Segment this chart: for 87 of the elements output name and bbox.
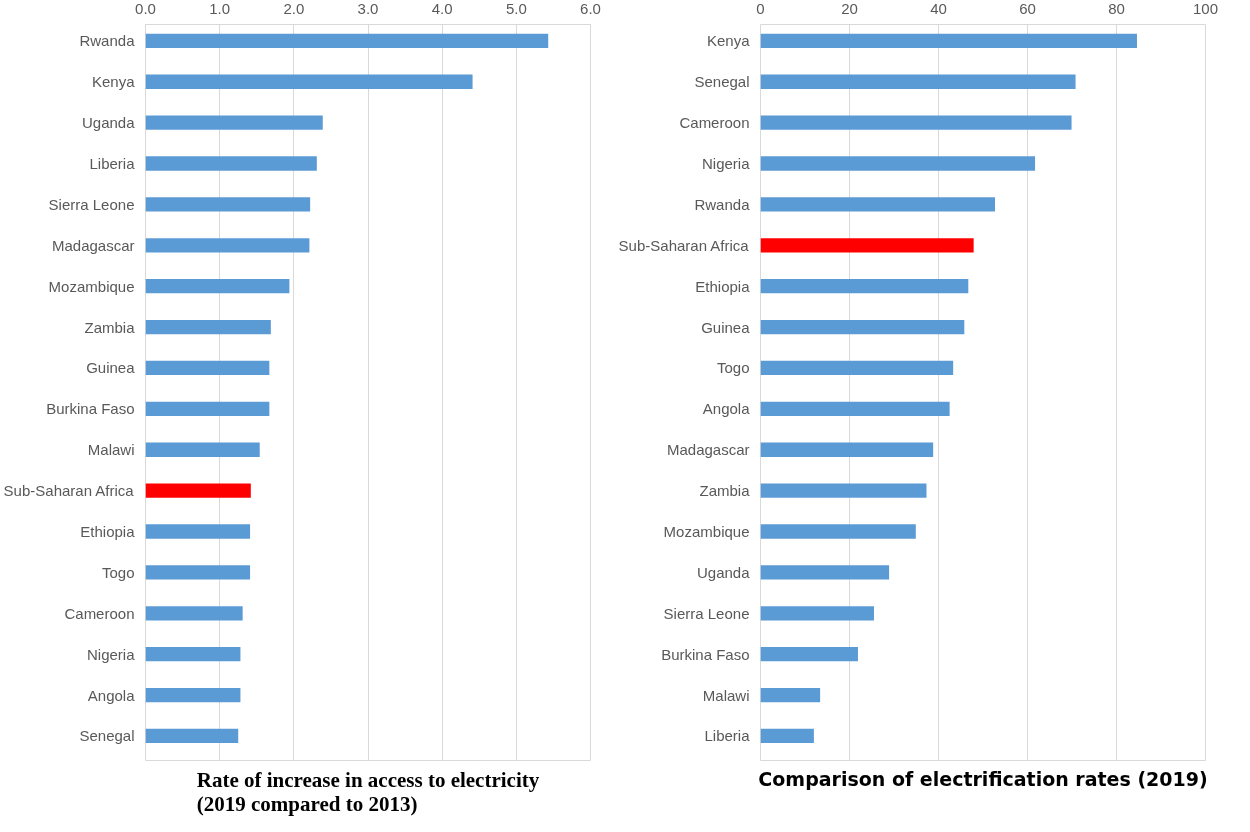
bar [760, 687, 821, 703]
bar [760, 279, 969, 294]
bar [760, 360, 954, 376]
x-tick-label: 1.0 [209, 0, 231, 17]
bar [760, 401, 950, 417]
x-tick-label: 100 [1192, 0, 1219, 17]
y-tick-label: Sierra Leone [48, 195, 135, 213]
bar [145, 647, 241, 662]
y-tick-label: Malawi [87, 441, 135, 459]
bar [145, 238, 310, 253]
bar [760, 728, 814, 744]
bar [145, 74, 473, 89]
y-tick-label: Sub-Saharan Africa [618, 236, 750, 254]
y-tick-label: Burkina Faso [661, 645, 750, 663]
bar [145, 319, 271, 335]
bar [760, 74, 1076, 89]
bar [145, 524, 251, 539]
y-tick-label: Togo [716, 359, 750, 377]
bar [760, 606, 874, 621]
y-tick-label: Zambia [699, 482, 751, 500]
bar [760, 319, 965, 335]
y-tick-label: Mozambique [48, 277, 135, 295]
text: Comparison of electrification rates (2019) [758, 767, 1208, 790]
bar [760, 115, 1072, 130]
bar [145, 115, 323, 130]
y-tick-label: Ethiopia [80, 523, 136, 541]
y-tick-label: Liberia [704, 727, 751, 745]
x-tick-label: 2.0 [283, 0, 305, 17]
bar [760, 565, 890, 580]
bar [760, 197, 996, 212]
x-tick-label: 3.0 [357, 0, 379, 17]
y-tick-label: Rwanda [79, 32, 136, 50]
y-tick-label: Kenya [706, 32, 751, 50]
y-tick-label: Kenya [91, 73, 136, 91]
text: Rate of increase in access to electricity (2019 compared to 2013) [196, 767, 540, 816]
x-tick-label: 20 [841, 0, 858, 17]
bar [145, 279, 290, 294]
y-tick-label: Madagascar [666, 441, 750, 459]
y-tick-label: Angola [702, 400, 751, 418]
bar [145, 401, 270, 417]
y-tick-label: Guinea [86, 359, 136, 377]
y-tick-label: Togo [101, 563, 135, 581]
bar [145, 687, 241, 703]
y-tick-label: Ethiopia [695, 277, 751, 295]
x-tick-label: 6.0 [580, 0, 601, 17]
y-tick-label: Nigeria [701, 155, 751, 173]
bar [145, 197, 311, 212]
bar [145, 606, 243, 621]
y-tick-label: Angola [87, 686, 136, 704]
x-tick-label: 0 [756, 0, 765, 17]
bar [145, 483, 251, 498]
x-tick-label: 80 [1108, 0, 1125, 17]
y-tick-label: Mozambique [663, 523, 750, 541]
y-tick-label: Senegal [79, 727, 135, 745]
bar [145, 728, 239, 744]
y-tick-label: Sub-Saharan Africa [3, 482, 135, 500]
y-tick-label: Uganda [81, 114, 136, 132]
y-tick-label: Burkina Faso [46, 400, 135, 418]
x-tick-label: 60 [1019, 0, 1036, 17]
y-tick-label: Nigeria [86, 645, 136, 663]
x-tick-label: 0.0 [135, 0, 156, 17]
bar [145, 156, 317, 171]
y-tick-label: Guinea [701, 318, 751, 336]
bar [145, 360, 270, 376]
y-tick-label: Rwanda [694, 195, 751, 213]
bar [760, 524, 916, 539]
bar [760, 33, 1137, 49]
x-tick-label: 5.0 [505, 0, 527, 17]
y-tick-label: Uganda [696, 563, 751, 581]
bar [760, 483, 927, 498]
x-tick-label: 40 [930, 0, 947, 17]
bar [760, 647, 858, 662]
y-tick-label: Cameroon [679, 114, 750, 132]
bar [145, 33, 549, 49]
y-tick-label: Liberia [89, 155, 136, 173]
y-tick-label: Cameroon [64, 604, 135, 622]
bar [145, 442, 260, 457]
bar [760, 238, 974, 253]
y-tick-label: Malawi [702, 686, 750, 704]
y-tick-label: Senegal [694, 73, 750, 91]
bar [145, 565, 251, 580]
y-tick-label: Madagascar [51, 236, 135, 254]
x-tick-label: 4.0 [431, 0, 453, 17]
bar [760, 156, 1036, 171]
y-tick-label: Sierra Leone [663, 604, 750, 622]
y-tick-label: Zambia [84, 318, 136, 336]
bar [760, 442, 934, 457]
